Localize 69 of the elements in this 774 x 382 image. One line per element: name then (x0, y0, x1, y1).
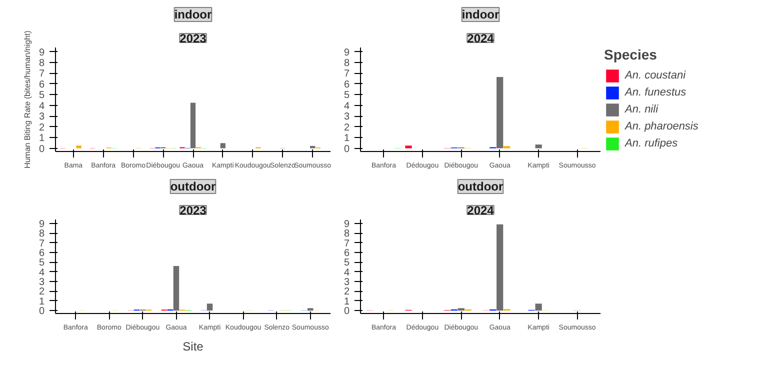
y-tick-label: 8 (38, 228, 45, 240)
y-tick-label: 4 (344, 267, 350, 278)
y-tick-label: 3 (38, 112, 45, 123)
x-axis-title: Site (182, 340, 204, 354)
bar (220, 143, 226, 148)
legend-label: An. nili (625, 104, 658, 116)
y-tick-label: 7 (38, 68, 45, 80)
chart-subtitle: 2024 (467, 32, 494, 46)
chart-title: indoor (462, 8, 500, 22)
y-tick-label: 3 (38, 277, 45, 288)
y-tick-label: 3 (344, 112, 350, 123)
y-tick-label: 2 (344, 122, 350, 134)
bar (310, 146, 316, 148)
y-tick-label: 9 (38, 47, 45, 58)
y-tick-label: 7 (344, 68, 350, 80)
bar (190, 102, 196, 148)
y-tick-label: 0 (38, 306, 45, 318)
y-tick-label: 8 (344, 58, 350, 70)
bar (76, 146, 82, 148)
y-tick-label: 1 (38, 133, 45, 144)
bar (458, 308, 464, 311)
y-tick-label: 5 (344, 90, 350, 102)
y-tick-label: 9 (38, 218, 45, 230)
legend-label: An. rufipes (625, 138, 678, 150)
y-tick-label: 0 (344, 306, 350, 318)
y-tick-label: 5 (38, 258, 45, 269)
y-tick-label: 0 (38, 144, 45, 155)
y-tick-label: 2 (344, 286, 350, 298)
y-tick-label: 4 (38, 267, 45, 278)
y-tick-label: 2 (38, 122, 45, 134)
chart-subtitle: 2024 (467, 204, 494, 218)
y-tick-label: 5 (344, 258, 350, 269)
legend-label: An. pharoensis (625, 120, 698, 132)
chart-title: indoor (174, 8, 212, 22)
y-tick-label: 6 (38, 79, 45, 90)
bar (308, 308, 314, 311)
bar (206, 304, 213, 311)
y-tick-label: 2 (38, 286, 45, 298)
bar (496, 76, 504, 148)
legend-label: An. coustani (625, 70, 686, 82)
legend-label: An. funestus (625, 86, 686, 98)
legend-title: Species (604, 46, 658, 62)
y-tick-label: 4 (344, 100, 350, 112)
y-tick-label: 9 (344, 218, 350, 230)
bar (496, 224, 504, 311)
bar (173, 266, 180, 311)
y-tick-label: 9 (344, 47, 350, 58)
y-axis-title: Human Biting Rate (bites/human/night) (22, 30, 32, 168)
y-tick-label: 5 (38, 90, 45, 102)
y-tick-label: 7 (38, 238, 45, 250)
y-tick-label: 3 (344, 277, 350, 288)
y-tick-label: 7 (344, 238, 350, 250)
y-tick-label: 8 (38, 58, 45, 70)
y-tick-label: 1 (38, 296, 45, 308)
bar (535, 144, 542, 148)
chart-title: outdoor (458, 180, 504, 194)
y-tick-label: 1 (344, 296, 350, 308)
y-tick-label: 6 (344, 79, 350, 90)
chart-title: outdoor (170, 180, 216, 194)
chart-subtitle: 2023 (180, 204, 207, 218)
bar (535, 304, 542, 311)
y-tick-label: 6 (344, 248, 350, 259)
chart-subtitle: 2023 (180, 32, 207, 46)
y-tick-label: 6 (38, 248, 45, 259)
y-tick-label: 0 (344, 144, 350, 155)
y-tick-label: 8 (344, 228, 350, 240)
bar (405, 146, 412, 148)
y-tick-label: 4 (38, 100, 45, 112)
y-tick-label: 1 (344, 133, 350, 144)
